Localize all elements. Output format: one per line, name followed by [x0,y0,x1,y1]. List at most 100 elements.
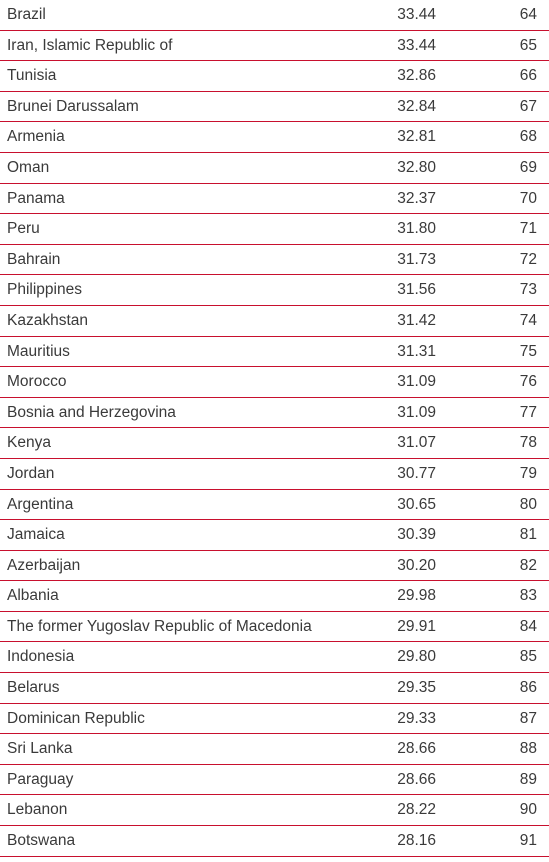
rank-cell: 83 [519,587,537,605]
score-cell: 29.33 [397,709,436,727]
score-cell: 33.44 [397,36,436,54]
score-cell: 29.98 [397,587,436,605]
score-cell: 31.09 [397,373,436,391]
score-cell: 28.22 [397,801,436,819]
rank-cell: 80 [519,495,537,513]
country-cell: Argentina [7,495,74,513]
table-row: Mauritius 31.31 75 [0,337,549,368]
table-row: Jamaica 30.39 81 [0,520,549,551]
country-cell: Tunisia [7,67,57,85]
rank-cell: 76 [519,373,537,391]
country-cell: Oman [7,158,50,176]
country-cell: Brazil [7,6,46,23]
rank-cell: 64 [519,6,537,23]
rank-cell: 90 [519,801,537,819]
rank-cell: 70 [519,189,537,207]
score-cell: 28.16 [397,832,436,850]
rank-cell: 67 [519,97,537,115]
score-cell: 29.35 [397,679,436,697]
score-cell: 30.39 [397,526,436,544]
table-row: Argentina 30.65 80 [0,490,549,521]
country-cell: Jamaica [7,526,65,544]
table-row: Brazil 33.44 64 [0,0,549,31]
table-row: Philippines 31.56 73 [0,275,549,306]
country-cell: Albania [7,587,59,605]
score-cell: 31.56 [397,281,436,299]
score-cell: 32.80 [397,158,436,176]
rank-cell: 82 [519,556,537,574]
rank-cell: 71 [519,220,537,238]
country-cell: Belarus [7,679,60,697]
table-row: Bahrain 31.73 72 [0,245,549,276]
country-cell: Paraguay [7,770,74,788]
country-cell: Jordan [7,464,55,482]
table-row: Kenya 31.07 78 [0,428,549,459]
rank-cell: 72 [519,250,537,268]
score-cell: 33.44 [397,6,436,23]
rank-cell: 74 [519,311,537,329]
rank-cell: 91 [519,832,537,850]
score-cell: 31.80 [397,220,436,238]
rank-cell: 68 [519,128,537,146]
table-row: Indonesia 29.80 85 [0,642,549,674]
table-row: Iran, Islamic Republic of 33.44 65 [0,31,549,62]
score-cell: 30.77 [397,464,436,482]
table-row: Belarus 29.35 86 [0,673,549,704]
table-row: Paraguay 28.66 89 [0,765,549,796]
table-row: Panama 32.37 70 [0,184,549,215]
score-cell: 31.42 [397,311,436,329]
score-cell: 31.09 [397,403,436,421]
rank-cell: 81 [519,526,537,544]
table-row: Lebanon 28.22 90 [0,795,549,827]
rank-cell: 89 [519,770,537,788]
country-cell: Dominican Republic [7,709,145,727]
table-row: Brunei Darussalam 32.84 67 [0,92,549,123]
rank-cell: 84 [519,617,537,635]
rank-cell: 86 [519,679,537,697]
table-row: Oman 32.80 69 [0,153,549,184]
score-cell: 30.65 [397,495,436,513]
rank-cell: 75 [519,342,537,360]
rank-cell: 77 [519,403,537,421]
score-cell: 29.80 [397,648,436,666]
score-cell: 32.86 [397,67,436,85]
table-row: The former Yugoslav Republic of Macedoni… [0,612,549,643]
country-cell: Indonesia [7,648,75,666]
country-cell: Sri Lanka [7,740,73,758]
country-cell: Mauritius [7,342,70,360]
score-cell: 32.81 [397,128,436,146]
score-cell: 28.66 [397,770,436,788]
rank-cell: 79 [519,464,537,482]
country-cell: Kazakhstan [7,311,88,329]
country-cell: Bahrain [7,250,61,268]
score-cell: 30.20 [397,556,436,574]
country-cell: Morocco [7,373,67,391]
score-cell: 29.91 [397,617,436,635]
table-row: Albania 29.98 83 [0,581,549,612]
rank-cell: 88 [519,740,537,758]
table-row: Botswana 28.16 91 [0,826,549,857]
country-cell: Iran, Islamic Republic of [7,36,173,54]
rank-cell: 73 [519,281,537,299]
score-cell: 31.07 [397,434,436,452]
country-cell: Peru [7,220,40,238]
table-row: Bosnia and Herzegovina 31.09 77 [0,398,549,429]
table-row: Peru 31.80 71 [0,214,549,245]
country-cell: Kenya [7,434,51,452]
score-cell: 32.37 [397,189,436,207]
score-cell: 32.84 [397,97,436,115]
table-row: Jordan 30.77 79 [0,459,549,490]
rank-cell: 65 [519,36,537,54]
rank-cell: 66 [519,67,537,85]
rank-cell: 69 [519,158,537,176]
score-cell: 28.66 [397,740,436,758]
country-cell: Panama [7,189,65,207]
score-cell: 31.73 [397,250,436,268]
table-row: Azerbaijan 30.20 82 [0,551,549,582]
country-cell: Botswana [7,832,76,850]
country-cell: Philippines [7,281,82,299]
country-cell: Brunei Darussalam [7,97,139,115]
table-row: Armenia 32.81 68 [0,122,549,153]
table-row: Sri Lanka 28.66 88 [0,734,549,765]
table-row: Kazakhstan 31.42 74 [0,306,549,337]
